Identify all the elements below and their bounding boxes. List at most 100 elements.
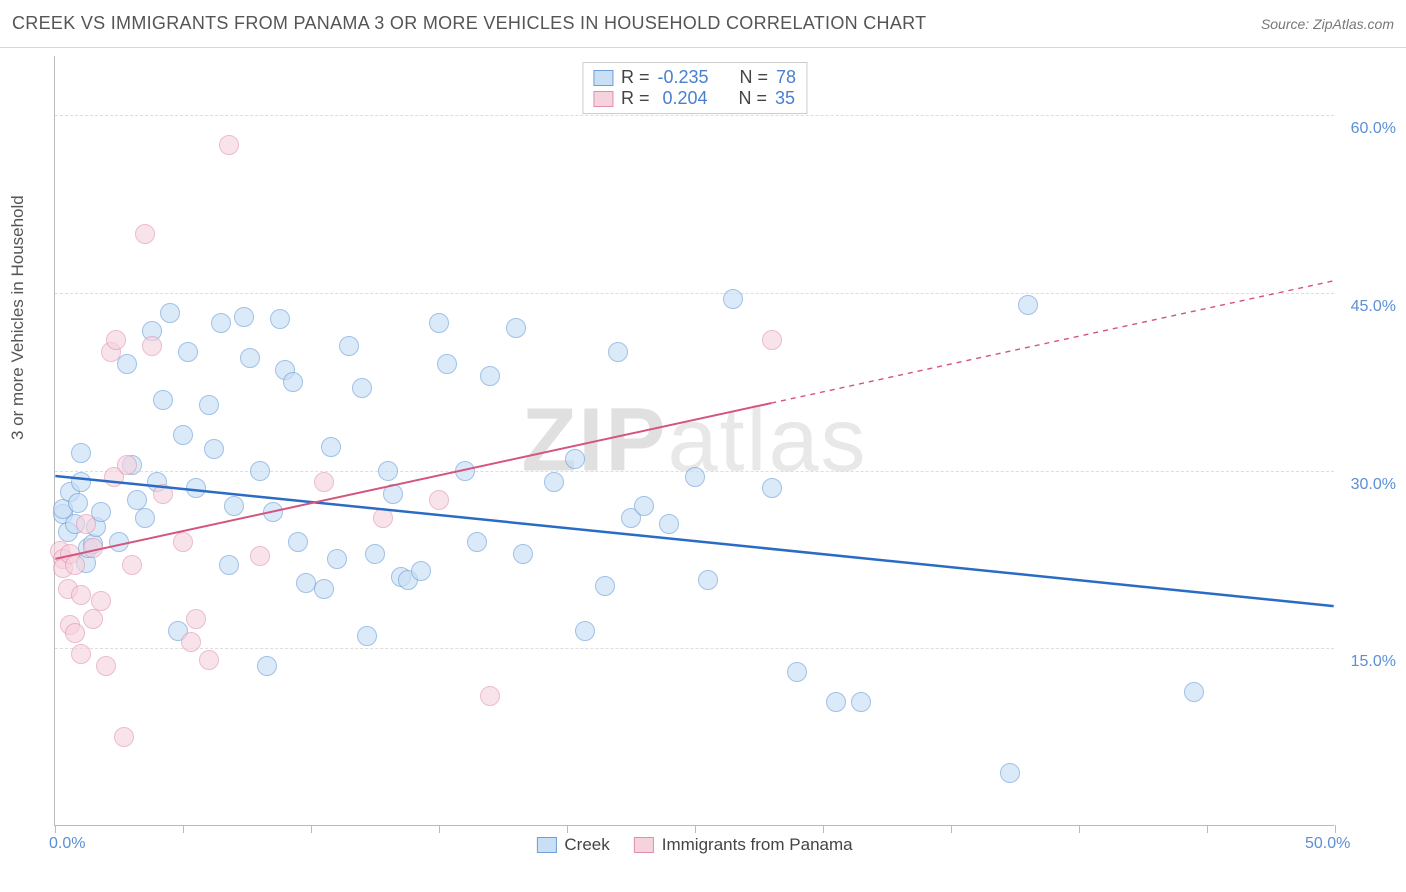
x-tick xyxy=(1207,825,1208,833)
x-tick xyxy=(55,825,56,833)
x-tick xyxy=(823,825,824,833)
scatter-point-creek xyxy=(314,579,334,599)
scatter-point-creek xyxy=(480,366,500,386)
scatter-point-panama xyxy=(96,656,116,676)
scatter-point-creek xyxy=(288,532,308,552)
x-tick-label: 0.0% xyxy=(49,835,85,853)
scatter-plot-area: ZIPatlas R = -0.235 N = 78 R = 0.204 N =… xyxy=(54,56,1334,826)
scatter-point-creek xyxy=(762,478,782,498)
scatter-point-creek xyxy=(219,555,239,575)
scatter-point-panama xyxy=(117,455,137,475)
x-tick xyxy=(951,825,952,833)
legend-swatch-creek xyxy=(593,70,613,86)
scatter-point-creek xyxy=(826,692,846,712)
scatter-point-creek xyxy=(575,621,595,641)
x-tick xyxy=(311,825,312,833)
scatter-point-panama xyxy=(71,585,91,605)
scatter-point-creek xyxy=(659,514,679,534)
r-value-creek: -0.235 xyxy=(657,67,708,88)
scatter-point-panama xyxy=(173,532,193,552)
scatter-point-creek xyxy=(204,439,224,459)
scatter-point-creek xyxy=(455,461,475,481)
scatter-point-creek xyxy=(383,484,403,504)
scatter-point-creek xyxy=(186,478,206,498)
r-label: R = xyxy=(621,67,650,88)
scatter-point-creek xyxy=(178,342,198,362)
scatter-point-panama xyxy=(186,609,206,629)
scatter-point-creek xyxy=(263,502,283,522)
scatter-point-creek xyxy=(608,342,628,362)
scatter-point-panama xyxy=(250,546,270,566)
scatter-point-panama xyxy=(480,686,500,706)
scatter-point-creek xyxy=(257,656,277,676)
scatter-point-creek xyxy=(467,532,487,552)
scatter-point-panama xyxy=(219,135,239,155)
legend-series: Creek Immigrants from Panama xyxy=(536,835,852,855)
scatter-point-creek xyxy=(135,508,155,528)
source-label: Source: xyxy=(1261,16,1313,32)
scatter-point-creek xyxy=(437,354,457,374)
chart-header: CREEK VS IMMIGRANTS FROM PANAMA 3 OR MOR… xyxy=(0,0,1406,48)
scatter-point-panama xyxy=(83,609,103,629)
x-tick xyxy=(1079,825,1080,833)
scatter-point-creek xyxy=(513,544,533,564)
scatter-point-creek xyxy=(327,549,347,569)
scatter-point-panama xyxy=(762,330,782,350)
scatter-point-creek xyxy=(685,467,705,487)
legend-item-panama: Immigrants from Panama xyxy=(634,835,853,855)
gridline xyxy=(55,115,1334,116)
x-tick xyxy=(567,825,568,833)
x-tick xyxy=(695,825,696,833)
scatter-point-creek xyxy=(365,544,385,564)
legend-swatch-creek-icon xyxy=(536,837,556,853)
scatter-point-panama xyxy=(91,591,111,611)
scatter-point-creek xyxy=(250,461,270,481)
legend-stats-row-creek: R = -0.235 N = 78 xyxy=(593,67,796,88)
scatter-point-creek xyxy=(378,461,398,481)
legend-swatch-panama xyxy=(593,91,613,107)
scatter-point-panama xyxy=(373,508,393,528)
y-axis-label: 3 or more Vehicles in Household xyxy=(8,195,28,440)
scatter-point-creek xyxy=(723,289,743,309)
scatter-point-panama xyxy=(83,538,103,558)
n-label: N = xyxy=(740,67,769,88)
gridline xyxy=(55,648,1334,649)
trend-lines xyxy=(55,56,1334,825)
scatter-point-creek xyxy=(160,303,180,323)
y-tick-label: 15.0% xyxy=(1351,653,1396,671)
gridline xyxy=(55,293,1334,294)
legend-label-creek: Creek xyxy=(564,835,609,855)
scatter-point-panama xyxy=(429,490,449,510)
scatter-point-creek xyxy=(698,570,718,590)
y-tick-label: 30.0% xyxy=(1351,476,1396,494)
scatter-point-creek xyxy=(211,313,231,333)
source-attribution: Source: ZipAtlas.com xyxy=(1261,16,1394,32)
scatter-point-creek xyxy=(1000,763,1020,783)
legend-stats: R = -0.235 N = 78 R = 0.204 N = 35 xyxy=(582,62,807,114)
source-value: ZipAtlas.com xyxy=(1313,16,1394,32)
y-tick-label: 60.0% xyxy=(1351,120,1396,138)
n-label: N = xyxy=(739,88,768,109)
r-label: R = xyxy=(621,88,650,109)
scatter-point-panama xyxy=(314,472,334,492)
scatter-point-creek xyxy=(153,390,173,410)
scatter-point-creek xyxy=(544,472,564,492)
legend-stats-row-panama: R = 0.204 N = 35 xyxy=(593,88,796,109)
scatter-point-creek xyxy=(851,692,871,712)
scatter-point-panama xyxy=(153,484,173,504)
x-tick xyxy=(183,825,184,833)
legend-item-creek: Creek xyxy=(536,835,609,855)
n-value-creek: 78 xyxy=(776,67,796,88)
legend-label-panama: Immigrants from Panama xyxy=(662,835,853,855)
scatter-point-creek xyxy=(339,336,359,356)
scatter-point-panama xyxy=(122,555,142,575)
r-value-panama: 0.204 xyxy=(657,88,707,109)
y-tick-label: 45.0% xyxy=(1351,298,1396,316)
scatter-point-creek xyxy=(321,437,341,457)
scatter-point-creek xyxy=(595,576,615,596)
scatter-point-creek xyxy=(283,372,303,392)
scatter-point-creek xyxy=(224,496,244,516)
scatter-point-panama xyxy=(65,623,85,643)
scatter-point-panama xyxy=(106,330,126,350)
chart-title: CREEK VS IMMIGRANTS FROM PANAMA 3 OR MOR… xyxy=(12,13,926,34)
